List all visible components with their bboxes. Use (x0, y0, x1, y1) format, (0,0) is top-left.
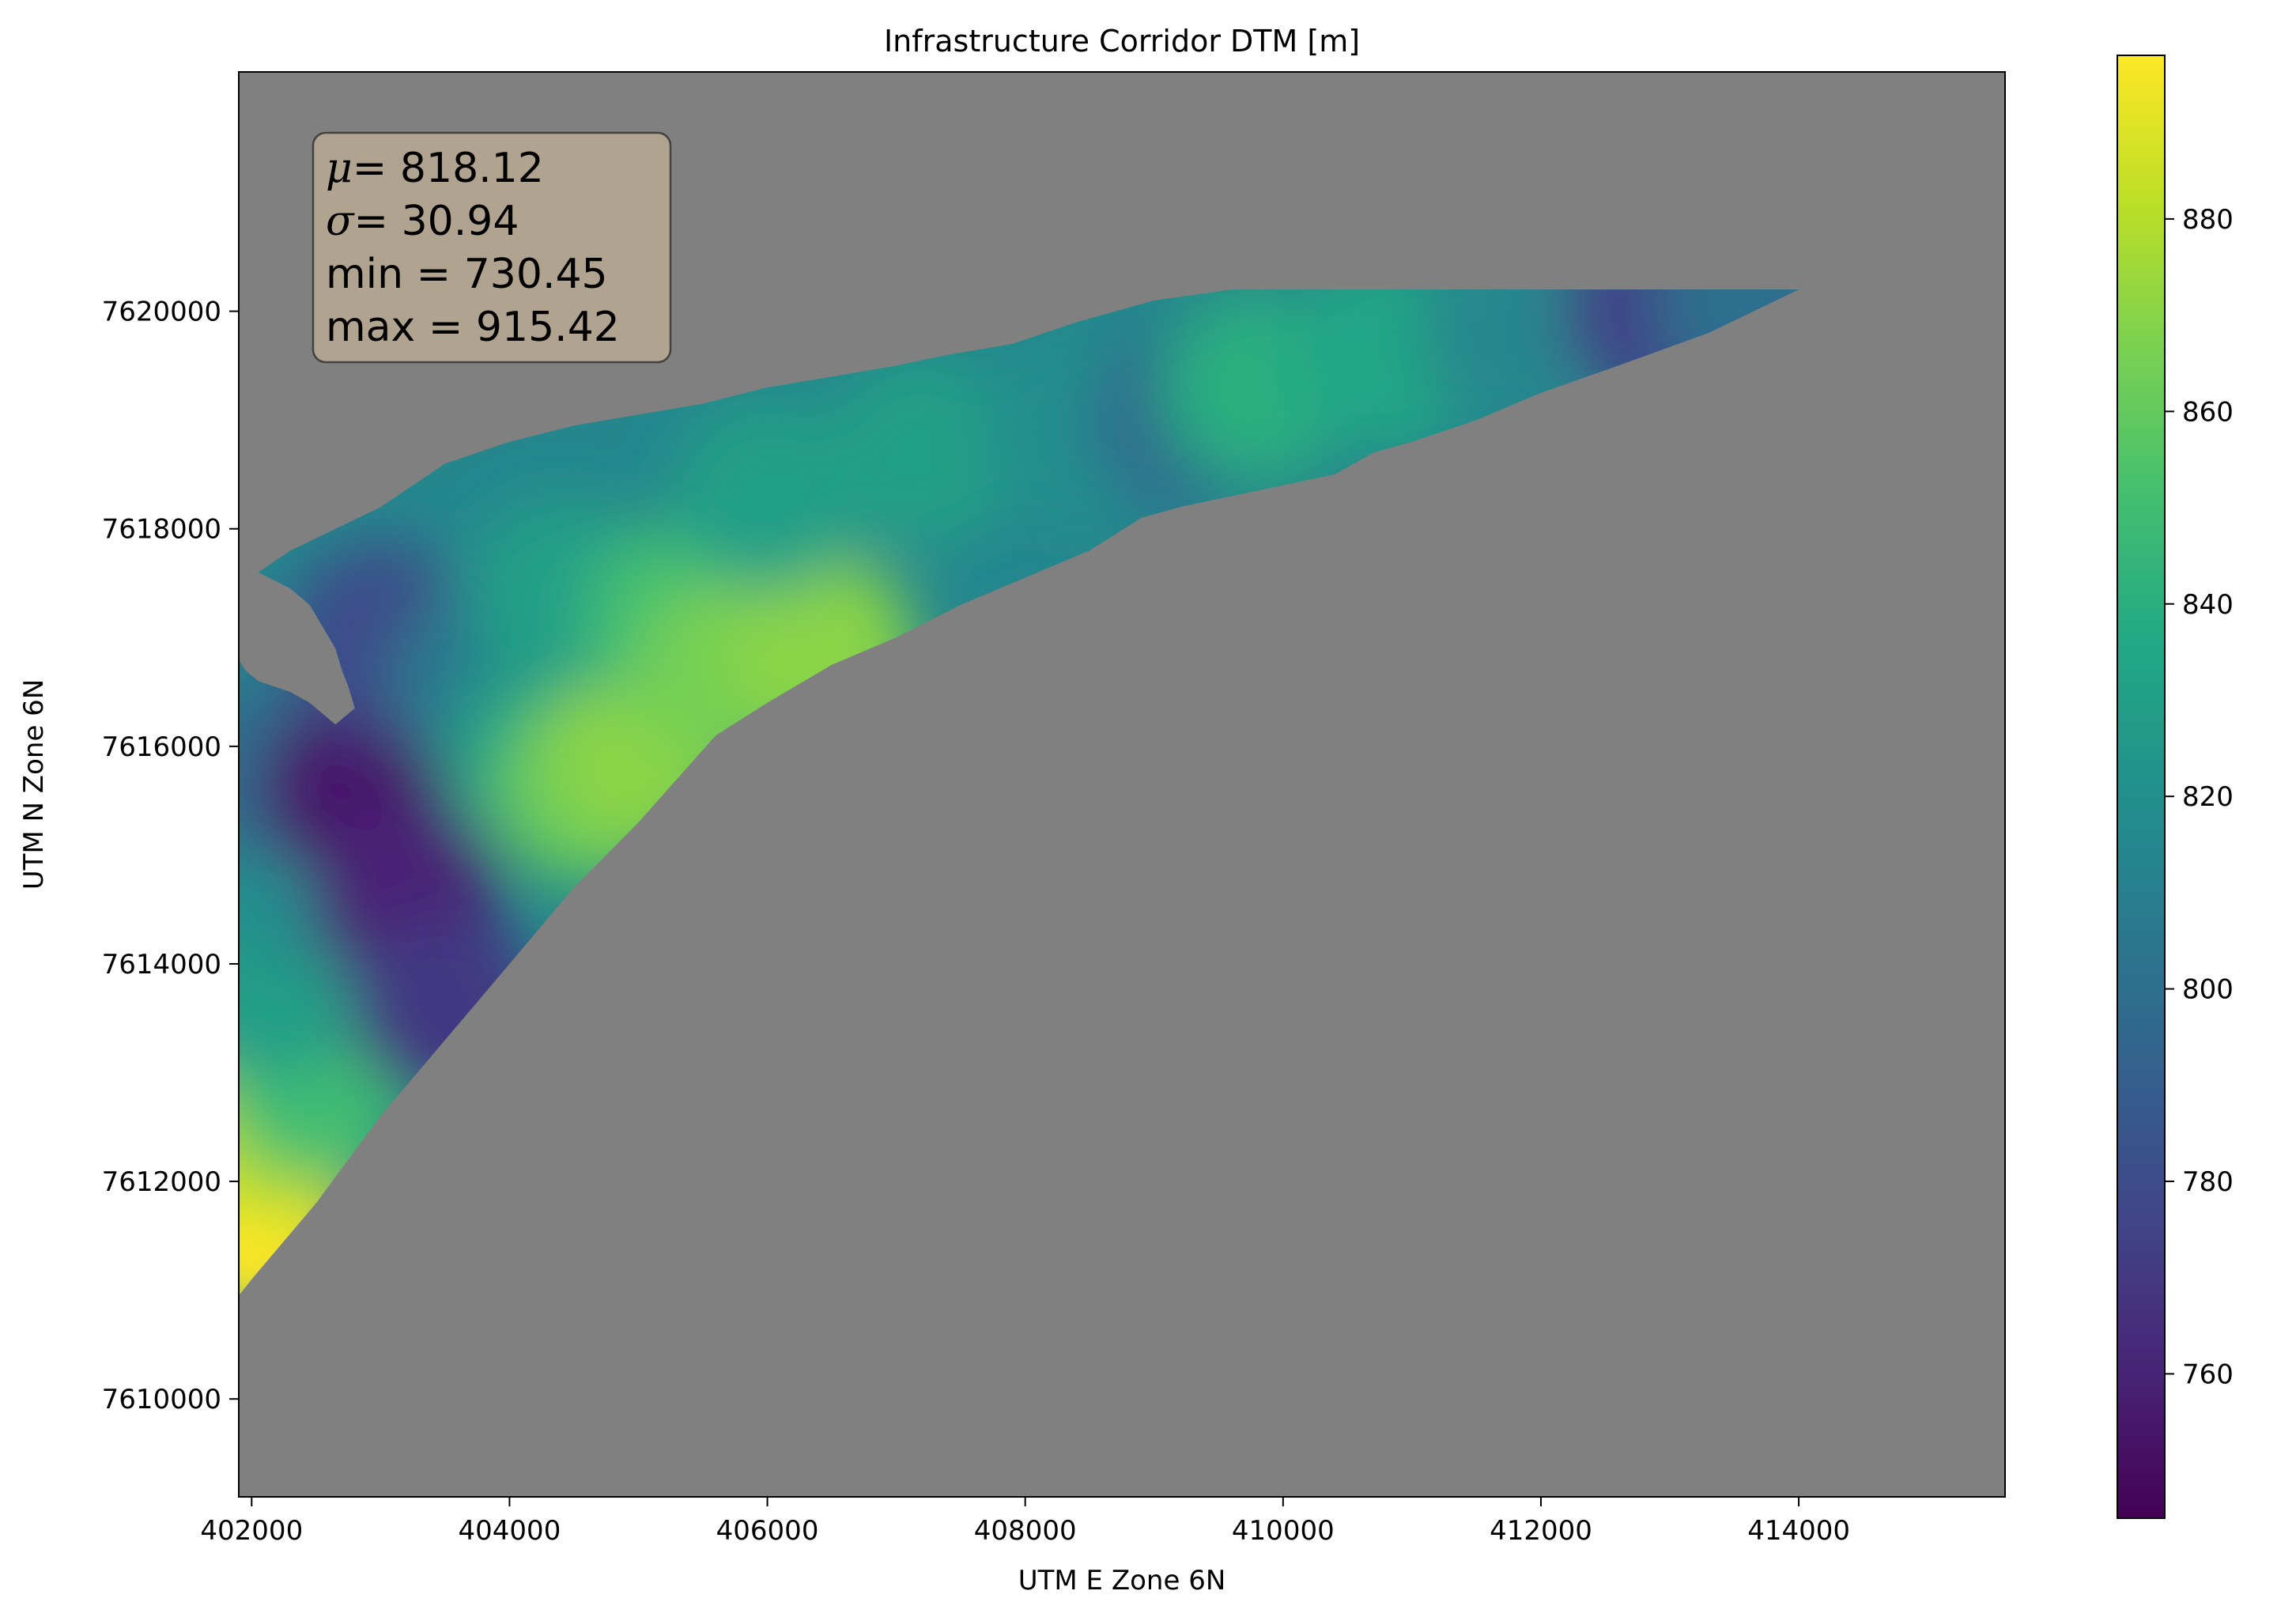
x-tick-label: 414000 (1747, 1515, 1850, 1547)
y-tick-label: 7610000 (102, 1384, 221, 1415)
y-tick-label: 7618000 (102, 514, 221, 546)
elevation-cell (1420, 289, 1611, 429)
y-tick-label: 7616000 (102, 731, 221, 763)
stats-box: μ= 818.12 σ= 30.94 min = 730.45 max = 91… (312, 131, 672, 364)
stats-sigma-value: = 30.94 (354, 198, 519, 245)
colorbar-ticks: 760 780 800 820 840 860 880 (2165, 204, 2234, 1390)
colorbar-tick-label: 760 (2182, 1358, 2234, 1390)
x-tick-label: 404000 (459, 1515, 561, 1547)
colorbar-tick-label: 860 (2182, 396, 2234, 428)
stats-box-background (312, 131, 672, 364)
stats-mean: μ= 818.12 (326, 145, 544, 192)
x-tick-label: 408000 (974, 1515, 1077, 1547)
x-axis-label: UTM E Zone 6N (1018, 1565, 1226, 1596)
colorbar-tick-label: 880 (2182, 204, 2234, 236)
x-tick-label: 412000 (1490, 1515, 1592, 1547)
stats-mean-value: = 818.12 (353, 145, 544, 192)
colorbar-tick-label: 780 (2182, 1166, 2234, 1198)
x-tick-label: 402000 (200, 1515, 303, 1547)
colorbar-tick-label: 820 (2182, 781, 2234, 813)
colorbar (2117, 55, 2166, 1519)
colorbar-tick-label: 800 (2182, 974, 2234, 1006)
x-tick-label: 406000 (716, 1515, 819, 1547)
stats-max: max = 915.42 (326, 304, 620, 351)
elevation-cell (827, 357, 1018, 548)
colorbar-tick-label: 840 (2182, 589, 2234, 621)
stats-mean-symbol: μ (326, 145, 353, 192)
stats-min: min = 730.45 (326, 251, 608, 298)
plot-frame (238, 71, 2006, 1498)
y-tick-label: 7620000 (102, 297, 221, 328)
y-tick-label: 7614000 (102, 949, 221, 981)
corridor-area (239, 289, 1799, 1296)
y-axis-ticks: 7610000 7612000 7614000 7616000 7618000 76200… (102, 297, 239, 1415)
elevation-raster (239, 289, 1799, 1296)
x-axis-ticks: 402000 404000 406000 408000 410000 412000 4140… (200, 1497, 1850, 1547)
y-axis-label: UTM N Zone 6N (18, 679, 50, 890)
elevation-cell (672, 401, 863, 591)
elevation-surface (239, 289, 1799, 1296)
chart-title: Infrastructure Corridor DTM [m] (884, 24, 1360, 59)
x-tick-label: 410000 (1232, 1515, 1335, 1547)
stats-sigma: σ= 30.94 (326, 198, 519, 245)
y-tick-label: 7612000 (102, 1166, 221, 1198)
stats-sigma-symbol: σ (326, 198, 355, 245)
